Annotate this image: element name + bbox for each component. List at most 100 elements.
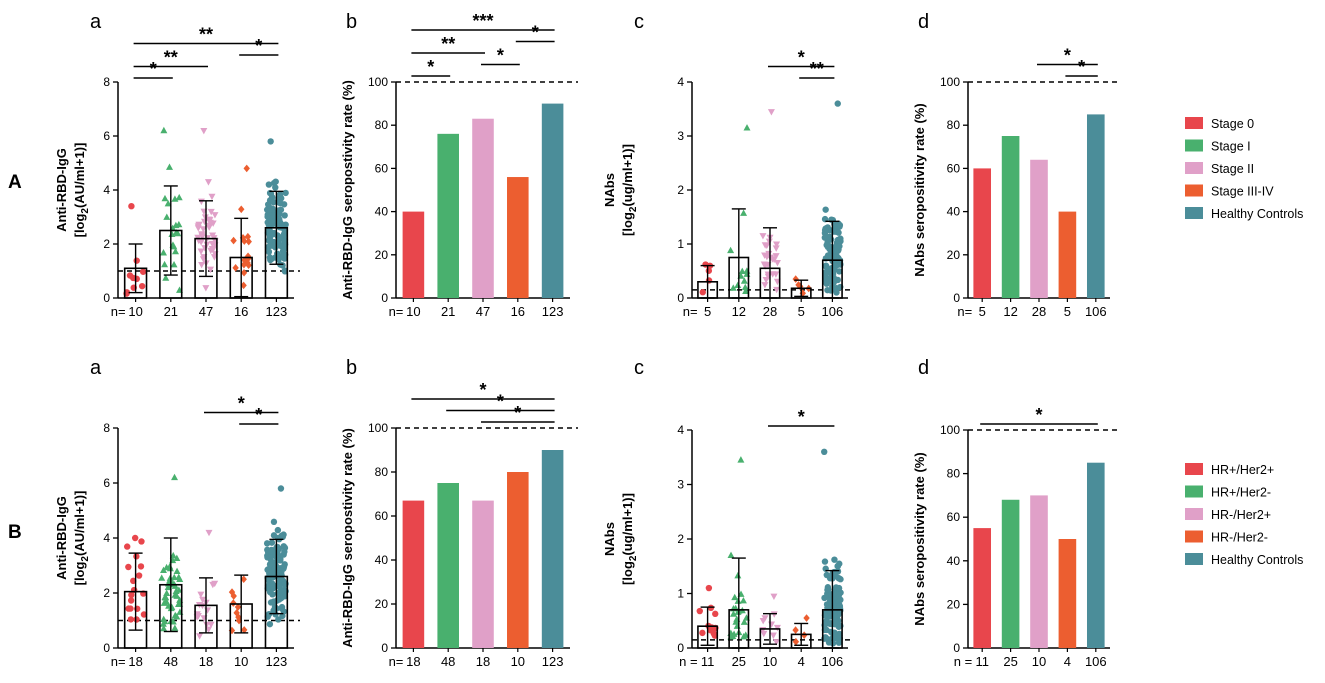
data-point	[238, 205, 245, 214]
data-point	[159, 249, 167, 256]
data-point	[161, 194, 169, 202]
data-point	[837, 235, 844, 242]
panel-label-A-b: b	[346, 11, 357, 33]
data-point	[205, 626, 213, 634]
data-point	[244, 232, 252, 241]
data-point	[203, 621, 211, 629]
data-point	[705, 277, 713, 284]
data-point	[773, 241, 781, 248]
legend-subtype: HR+/Her2+ HR+/Her2- HR-/Her2+ HR-/Her2- Heal…	[1185, 463, 1303, 567]
legend-swatch	[1185, 463, 1203, 475]
data-point	[773, 259, 781, 267]
significance-label: *	[1078, 57, 1085, 77]
n-label: 11	[975, 654, 989, 669]
data-point	[835, 229, 842, 236]
data-point	[197, 198, 205, 206]
data-point	[206, 266, 214, 274]
legend-label: Stage 0	[1211, 117, 1254, 131]
data-point	[837, 576, 844, 583]
y-tick-label: 4	[103, 531, 110, 545]
data-point	[803, 614, 810, 622]
data-point	[281, 227, 289, 234]
unit-pre: [log	[620, 212, 635, 236]
data-point	[209, 232, 217, 239]
y-axis-unit-label: [log2(AU/ml+1)]	[72, 491, 91, 586]
data-point	[767, 109, 775, 116]
n-prefix: n=	[389, 654, 404, 669]
data-point	[128, 203, 135, 210]
n-label: 4	[798, 654, 805, 669]
y-tick-label: 0	[381, 291, 388, 305]
legend-label: Healthy Controls	[1211, 553, 1303, 567]
data-point	[199, 226, 207, 233]
legend-swatch	[1185, 162, 1203, 174]
data-point	[699, 629, 706, 637]
y-axis-label: Anti-RBD-IgG	[54, 496, 69, 580]
y-tick-label: 0	[381, 641, 388, 655]
bar	[437, 483, 459, 648]
data-point	[175, 193, 183, 201]
legend-label: HR-/Her2-	[1211, 531, 1268, 545]
n-label: 16	[234, 304, 248, 319]
y-tick-label: 20	[375, 597, 389, 611]
data-point	[196, 633, 204, 640]
data-point	[205, 529, 213, 537]
y-tick-label: 60	[375, 161, 389, 175]
significance-label: *	[238, 394, 245, 414]
n-label: 5	[704, 304, 711, 319]
data-point	[161, 617, 169, 625]
data-point	[277, 485, 285, 492]
y-tick-label: 0	[677, 641, 684, 655]
data-point	[171, 473, 179, 481]
n-label: 123	[266, 654, 288, 669]
n-label: 48	[164, 654, 178, 669]
data-point	[198, 262, 206, 269]
data-point	[139, 268, 147, 275]
data-point	[740, 277, 748, 284]
data-point	[280, 531, 287, 538]
data-point	[830, 267, 837, 275]
y-tick-label: 60	[947, 161, 961, 175]
bar	[1001, 136, 1020, 298]
y-axis-unit-label: [log2(ug/ml+1)]	[620, 493, 639, 585]
significance-label: **	[810, 59, 824, 79]
data-point	[209, 581, 217, 589]
y-tick-label: 40	[375, 205, 389, 219]
data-point	[734, 281, 742, 288]
data-point	[128, 591, 135, 599]
y-tick-label: 100	[940, 423, 960, 437]
data-point	[195, 221, 203, 229]
significance-label: **	[441, 34, 455, 54]
data-point	[707, 604, 715, 612]
data-point	[138, 282, 146, 290]
data-point	[164, 583, 172, 590]
data-point	[175, 573, 183, 580]
group-points	[792, 614, 810, 646]
bar	[541, 450, 564, 648]
group-points	[123, 203, 147, 297]
data-point	[759, 233, 767, 240]
legend-swatch	[1185, 207, 1203, 219]
bar	[973, 528, 992, 648]
data-point	[160, 126, 168, 134]
data-point	[731, 593, 739, 601]
data-point	[240, 268, 248, 277]
data-point	[127, 605, 134, 612]
data-point	[712, 610, 719, 618]
y-tick-label: 0	[103, 291, 110, 305]
data-point	[270, 198, 277, 206]
data-point	[171, 247, 179, 255]
data-point	[276, 583, 283, 590]
y-axis-label: NAbs seropositivity rate (%)	[912, 103, 927, 276]
data-point	[263, 540, 271, 547]
unit-pre: [log	[72, 562, 87, 586]
bar	[541, 103, 564, 298]
n-label: 5	[979, 304, 986, 319]
bar	[1058, 539, 1077, 648]
data-point	[266, 569, 273, 576]
legend-swatch	[1185, 553, 1203, 565]
unit-sub: 2	[628, 555, 639, 561]
y-tick-label: 4	[103, 183, 110, 197]
